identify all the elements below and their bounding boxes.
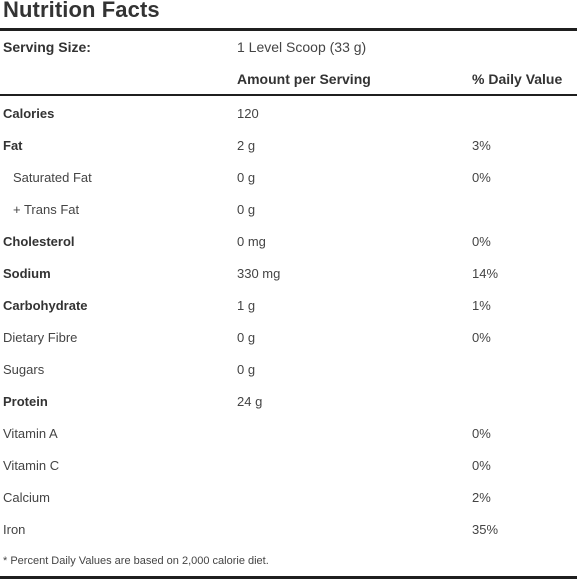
nutrient-row-calories: Calories 120 <box>0 97 577 129</box>
nutrient-amount: 0 g <box>237 362 256 377</box>
nutrient-name: Cholesterol <box>3 234 75 249</box>
divider-top <box>0 28 577 31</box>
nutrient-name: Vitamin C <box>3 458 60 473</box>
serving-size-label: Serving Size: <box>3 39 91 55</box>
page-title: Nutrition Facts <box>3 0 160 22</box>
nutrient-daily-value: 2% <box>472 490 491 505</box>
nutrient-name: Protein <box>3 394 48 409</box>
nutrient-daily-value: 0% <box>472 234 491 249</box>
nutrient-amount: 0 g <box>237 202 256 217</box>
nutrient-row-cholesterol: Cholesterol 0 mg 0% <box>0 225 577 257</box>
nutrient-row-protein: Protein 24 g <box>0 385 577 417</box>
nutrient-row-dietary-fibre: Dietary Fibre 0 g 0% <box>0 321 577 353</box>
nutrient-amount: 2 g <box>237 138 256 153</box>
nutrient-name: Fat <box>3 138 23 153</box>
serving-size-value: 1 Level Scoop (33 g) <box>237 39 367 55</box>
nutrient-row-carbohydrate: Carbohydrate 1 g 1% <box>0 289 577 321</box>
nutrient-row-saturated-fat: Saturated Fat 0 g 0% <box>0 161 577 193</box>
divider-bottom <box>0 576 577 579</box>
nutrient-name: Calories <box>3 106 55 121</box>
nutrient-amount: 0 g <box>237 170 256 185</box>
nutrient-name: + Trans Fat <box>13 202 80 217</box>
nutrient-amount: 0 g <box>237 330 256 345</box>
nutrient-daily-value: 1% <box>472 298 491 313</box>
nutrient-row-fat: Fat 2 g 3% <box>0 129 577 161</box>
nutrient-name: Vitamin A <box>3 426 58 441</box>
nutrient-daily-value: 0% <box>472 170 491 185</box>
nutrient-row-trans-fat: + Trans Fat 0 g <box>0 193 577 225</box>
nutrient-name: Saturated Fat <box>13 170 92 185</box>
nutrient-name: Dietary Fibre <box>3 330 78 345</box>
nutrient-row-vitamin-c: Vitamin C 0% <box>0 449 577 481</box>
nutrient-daily-value: 0% <box>472 458 491 473</box>
nutrient-amount: 1 g <box>237 298 256 313</box>
nutrient-name: Calcium <box>3 490 50 505</box>
nutrient-name: Sugars <box>3 362 45 377</box>
nutrient-amount: 24 g <box>237 394 263 409</box>
nutrient-name: Sodium <box>3 266 51 281</box>
nutrient-name: Carbohydrate <box>3 298 88 313</box>
nutrient-row-sugars: Sugars 0 g <box>0 353 577 385</box>
nutrient-amount: 330 mg <box>237 266 281 281</box>
nutrient-daily-value: 3% <box>472 138 491 153</box>
nutrient-row-calcium: Calcium 2% <box>0 481 577 513</box>
nutrient-table: Calories 120 Fat 2 g 3% Saturated Fat 0 … <box>0 97 577 545</box>
nutrient-daily-value: 0% <box>472 426 491 441</box>
daily-value-footnote: * Percent Daily Values are based on 2,00… <box>3 555 269 567</box>
nutrient-row-vitamin-a: Vitamin A 0% <box>0 417 577 449</box>
amount-column-header: Amount per Serving <box>237 71 371 87</box>
nutrient-daily-value: 0% <box>472 330 491 345</box>
daily-value-column-header: % Daily Value <box>472 71 563 87</box>
nutrient-row-sodium: Sodium 330 mg 14% <box>0 257 577 289</box>
nutrient-amount: 120 <box>237 106 259 121</box>
nutrient-daily-value: 35% <box>472 522 499 537</box>
nutrient-row-iron: Iron 35% <box>0 513 577 545</box>
nutrient-name: Iron <box>3 522 26 537</box>
nutrient-daily-value: 14% <box>472 266 499 281</box>
nutrient-amount: 0 mg <box>237 234 266 249</box>
divider-header <box>0 94 577 96</box>
